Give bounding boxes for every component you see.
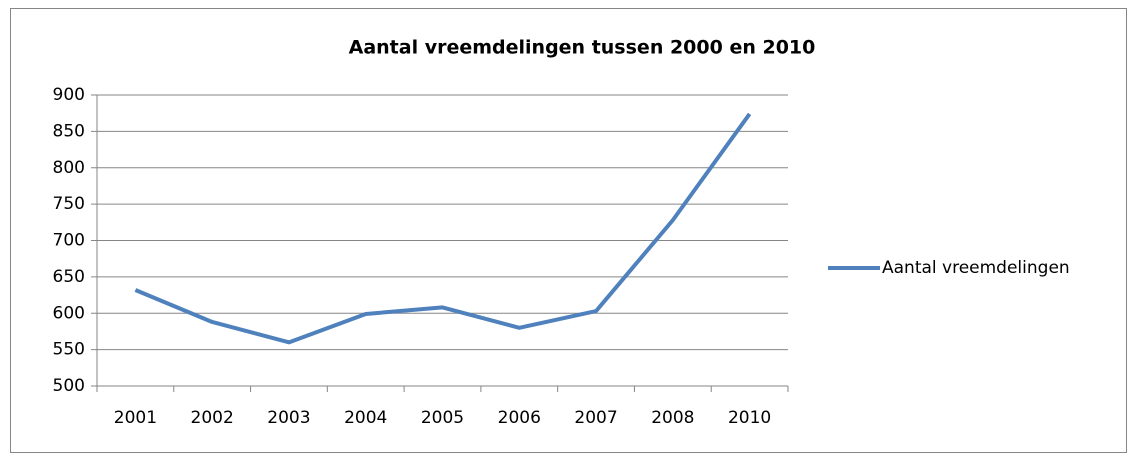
y-tick-label: 500	[53, 376, 85, 396]
x-tick-label: 2006	[498, 408, 541, 428]
x-tick-label: 2002	[191, 408, 234, 428]
legend-label: Aantal vreemdelingen	[882, 258, 1070, 278]
x-tick-label: 2003	[267, 408, 310, 428]
x-tick-label: 2001	[114, 408, 157, 428]
chart-frame	[10, 8, 1127, 453]
y-tick-label: 550	[53, 340, 85, 360]
y-tick-label: 700	[53, 231, 85, 251]
y-tick-label: 600	[53, 303, 85, 323]
y-tick-label: 800	[53, 158, 85, 178]
x-tick-label: 2005	[421, 408, 464, 428]
x-tick-label: 2008	[651, 408, 694, 428]
x-tick-label: 2007	[574, 408, 617, 428]
x-tick-label: 2010	[728, 408, 771, 428]
x-tick-label: 2004	[344, 408, 387, 428]
chart-title: Aantal vreemdelingen tussen 2000 en 2010	[349, 37, 816, 59]
data-line	[134, 112, 752, 345]
y-tick-label: 850	[53, 121, 85, 141]
y-tick-label: 900	[53, 85, 85, 105]
y-tick-label: 650	[53, 267, 85, 287]
y-tick-label: 750	[53, 194, 85, 214]
